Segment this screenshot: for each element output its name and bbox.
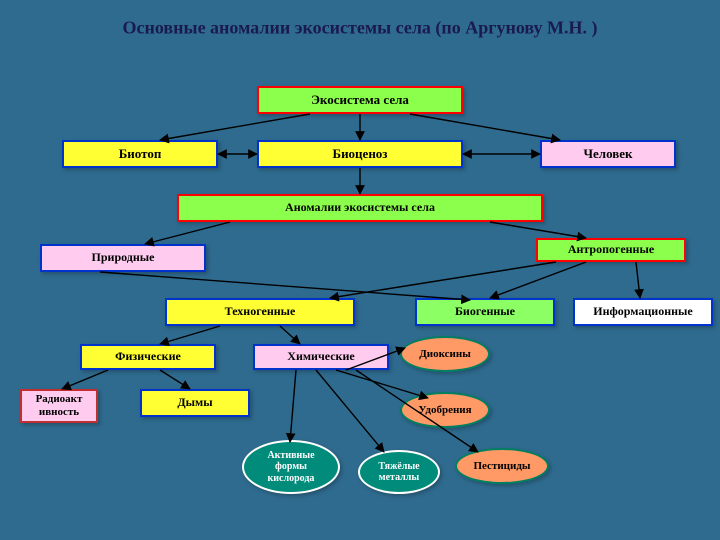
node-metals-label: Тяжёлыеметаллы	[378, 461, 419, 484]
node-biotop: Биотоп	[62, 140, 218, 168]
node-techno: Техногенные	[165, 298, 355, 326]
node-radio-label: Радиоактивность	[36, 393, 83, 418]
node-pest-label: Пестициды	[473, 460, 530, 473]
node-chem-label: Химические	[287, 350, 354, 364]
diagram-title: Основные аномалии экосистемы села (по Ар…	[123, 18, 598, 39]
node-eco: Экосистема села	[257, 86, 463, 114]
node-smokes-label: Дымы	[177, 396, 212, 410]
node-human: Человек	[540, 140, 676, 168]
node-diox-label: Диоксины	[419, 348, 471, 361]
node-anomalies-label: Аномалии экосистемы села	[285, 201, 435, 215]
node-smokes: Дымы	[140, 389, 250, 417]
node-techno-label: Техногенные	[225, 305, 296, 319]
node-info-label: Информационные	[593, 305, 693, 319]
node-phys-label: Физические	[115, 350, 181, 364]
node-anthro-label: Антропогенные	[568, 243, 654, 257]
node-metals: Тяжёлыеметаллы	[358, 450, 440, 494]
node-radio: Радиоактивность	[20, 389, 98, 423]
node-bio: Биогенные	[415, 298, 555, 326]
node-bioceno-label: Биоценоз	[332, 147, 387, 162]
node-biotop-label: Биотоп	[119, 147, 162, 162]
node-bioceno: Биоценоз	[257, 140, 463, 168]
node-anomalies: Аномалии экосистемы села	[177, 194, 543, 222]
node-phys: Физические	[80, 344, 216, 370]
node-rox: Активныеформыкислорода	[242, 440, 340, 494]
node-pest: Пестициды	[455, 448, 549, 484]
node-fert: Удобрения	[400, 392, 490, 428]
node-natural: Природные	[40, 244, 206, 272]
node-chem: Химические	[253, 344, 389, 370]
node-fert-label: Удобрения	[418, 404, 471, 417]
node-natural-label: Природные	[92, 251, 155, 265]
node-bio-label: Биогенные	[455, 305, 515, 319]
node-diox: Диоксины	[400, 336, 490, 372]
node-anthro: Антропогенные	[536, 238, 686, 262]
node-eco-label: Экосистема села	[311, 93, 409, 108]
node-info: Информационные	[573, 298, 713, 326]
node-human-label: Человек	[583, 147, 632, 162]
node-rox-label: Активныеформыкислорода	[267, 450, 314, 485]
